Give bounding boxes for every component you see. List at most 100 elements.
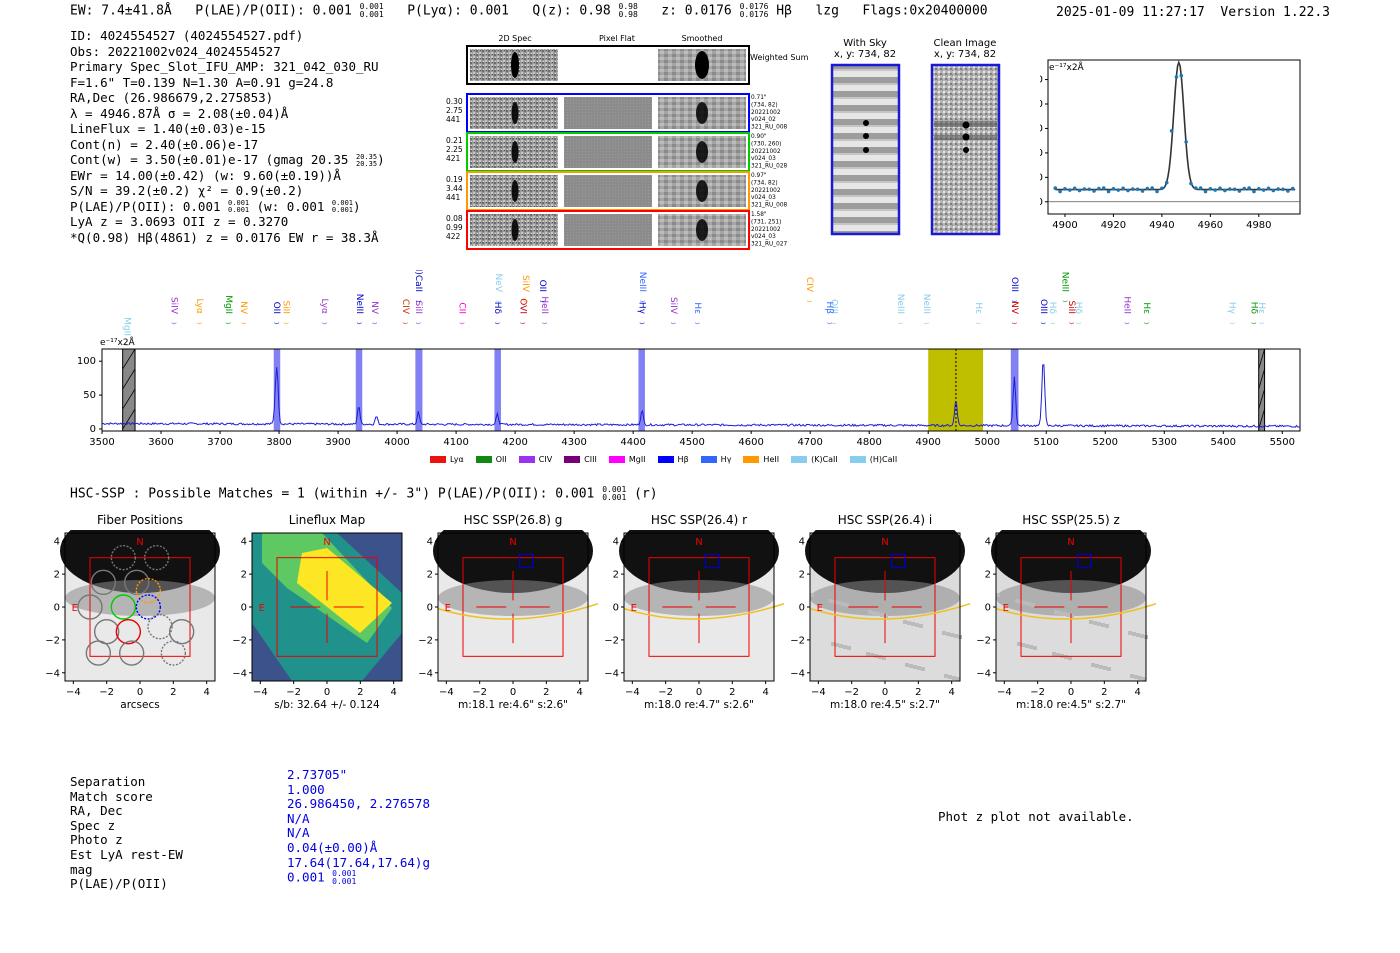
legend-item: HeII bbox=[743, 455, 779, 464]
line-label-text: NeIII bbox=[921, 294, 931, 314]
match-value: 0.04(±0.00)Å bbox=[287, 839, 378, 855]
line-label-brace: ⏟ bbox=[831, 315, 836, 325]
x-tick-label: 2 bbox=[1101, 687, 1107, 698]
masked-band-hatch bbox=[122, 368, 136, 390]
noise-pixel bbox=[882, 656, 886, 660]
line-label-text: CIV bbox=[804, 277, 814, 293]
x-tick-label: 4400 bbox=[620, 437, 645, 448]
noise-pixel bbox=[829, 599, 833, 603]
y-tick-label: 2 bbox=[613, 570, 619, 581]
cutout-panel: N E 4 2 0 −2 −4 −4 −2 0 2 4 arcsecs bbox=[45, 530, 220, 710]
noise-pixel bbox=[870, 653, 874, 657]
info-contw-hi: 20.35 bbox=[355, 152, 378, 161]
line-label-brace: ⏟ bbox=[124, 337, 129, 347]
line-label-brace: ⏟ bbox=[1259, 315, 1264, 325]
cutout-panel: N E 4 2 0 −2 −4 −4 −2 0 2 4 s/b: 32.64 +/- 0.124 bbox=[232, 532, 403, 710]
x-tick-label: 2 bbox=[729, 687, 735, 698]
search-box bbox=[834, 557, 936, 657]
legend-label: Hγ bbox=[720, 455, 732, 464]
legend-label: Lyα bbox=[450, 455, 464, 464]
spectrum-row-flat bbox=[564, 136, 652, 168]
hsc-summary-text: HSC-SSP : Possible Matches = 1 (within +… bbox=[70, 486, 595, 502]
noise-pixel bbox=[1091, 663, 1095, 667]
x-tick-label: −2 bbox=[99, 687, 114, 698]
x-tick-label: 3600 bbox=[148, 437, 173, 448]
y-tick-label: 4 bbox=[799, 537, 805, 548]
legend-label: OII bbox=[495, 455, 507, 464]
line-label: Hβ⏟ bbox=[824, 301, 834, 325]
line-label-text: OII bbox=[271, 302, 281, 314]
spectrum-row-smoothed-source bbox=[696, 102, 708, 124]
x-tick-label: −4 bbox=[997, 687, 1012, 698]
info-contw-text: Cont(w) = 3.50(±0.01)e-17 (gmag 20.35 bbox=[70, 152, 349, 167]
spectrum-row-right-text: 20221002 bbox=[751, 110, 781, 116]
x-tick-label: 4 bbox=[948, 687, 954, 698]
line-label-text: SiII bbox=[281, 300, 291, 314]
match-value: 2.73705" bbox=[287, 767, 348, 782]
noise-pixel bbox=[880, 613, 884, 617]
match-label: Photo z bbox=[70, 832, 123, 848]
cutout-title: Lineflux Map bbox=[288, 513, 366, 527]
line-label-text: MgII bbox=[121, 317, 131, 336]
spectrum-row-left-text: 0.21 bbox=[446, 136, 463, 145]
noise-pixel bbox=[839, 644, 843, 648]
hsc-summary-hi: 0.001 bbox=[602, 485, 627, 494]
noise-pixel bbox=[1132, 632, 1136, 636]
noise-pixel bbox=[1054, 610, 1058, 614]
match-label: Spec z bbox=[70, 817, 116, 833]
legend-label: Hβ bbox=[677, 455, 689, 464]
x-tick-label: 4 bbox=[390, 687, 396, 698]
x-tick-label: 4600 bbox=[738, 437, 763, 448]
line-label: CIV⏟ bbox=[400, 299, 410, 325]
line-label-brace: ⏟ bbox=[1012, 293, 1017, 303]
clean-image-header: Clean Image x, y: 734, 82 bbox=[929, 38, 1001, 60]
noise-pixel bbox=[1107, 667, 1111, 671]
line-label: HeII⏟ bbox=[539, 296, 549, 325]
match-label: mag bbox=[70, 861, 93, 877]
line-highlight-band bbox=[1010, 349, 1019, 431]
spectrum-row-flat bbox=[564, 214, 652, 246]
cutout-panel: N E 4 2 0 −2 −4 −4 −2 0 2 4 m:18.0 re:4.5" s:2.7" bbox=[790, 530, 970, 710]
fiber-circle bbox=[168, 618, 195, 645]
line-label-brace: ⏟ bbox=[403, 315, 408, 325]
noise-pixel bbox=[831, 642, 835, 646]
full-spectrum-frame bbox=[101, 348, 1301, 432]
line-label: NeIII⏟ bbox=[921, 294, 931, 325]
legend-swatch bbox=[430, 456, 446, 463]
y-tick-label: −2 bbox=[604, 635, 619, 646]
noise-pixel bbox=[845, 603, 849, 607]
noise-pixel bbox=[917, 666, 921, 670]
cutout-xlabel: arcsecs bbox=[120, 699, 159, 710]
line-label: OIII⏟ bbox=[1009, 277, 1019, 303]
fiber-circle bbox=[147, 614, 173, 640]
info-sn: S/N = 39.2(±0.2) χ² = 0.9(±0.2) bbox=[70, 183, 304, 198]
line-label-brace: ⏟ bbox=[898, 315, 903, 325]
noise-pixel bbox=[878, 655, 882, 659]
with-sky-header: With Sky x, y: 734, 82 bbox=[830, 38, 900, 60]
header-lzg: lzg bbox=[815, 3, 839, 19]
line-label: NeIII⏟ bbox=[354, 294, 364, 325]
line-label-brace: ⏟ bbox=[695, 315, 700, 325]
header-version: Version 1.22.3 bbox=[1220, 5, 1330, 20]
line-label: SiII⏟ bbox=[413, 300, 423, 325]
line-label-brace: ⏟ bbox=[1012, 315, 1017, 325]
search-box bbox=[89, 557, 191, 657]
line-label: Hδ⏟ bbox=[1248, 302, 1258, 325]
x-tick-label: −2 bbox=[286, 687, 301, 698]
line-label-text: SiIV bbox=[668, 297, 678, 315]
line-fit-data bbox=[1048, 59, 1300, 203]
line-label-text: NeV bbox=[493, 274, 503, 293]
catalog-match-box bbox=[891, 553, 906, 569]
full-spectrum-plot: MgII⏟SiIV⏟Lyα⏟MgII⏟NV⏟OII⏟SiII⏟Lyα⏟NeIII… bbox=[77, 270, 1301, 448]
hsc-summary: HSC-SSP : Possible Matches = 1 (within +… bbox=[70, 486, 658, 502]
lineflux-peak bbox=[297, 548, 392, 633]
line-label: SiII⏟ bbox=[281, 300, 291, 325]
header-line: Hβ bbox=[776, 3, 792, 19]
line-label-brace: ⏟ bbox=[197, 315, 202, 325]
line-label-text: SiIV bbox=[520, 275, 530, 293]
info-fwhm: F=1.6" T=0.139 N=1.30 A=0.91 g=24.8 bbox=[70, 74, 334, 90]
line-label: NV⏟ bbox=[369, 301, 379, 325]
line-highlight-band bbox=[415, 349, 423, 431]
y-tick-label: 0 bbox=[427, 603, 433, 614]
